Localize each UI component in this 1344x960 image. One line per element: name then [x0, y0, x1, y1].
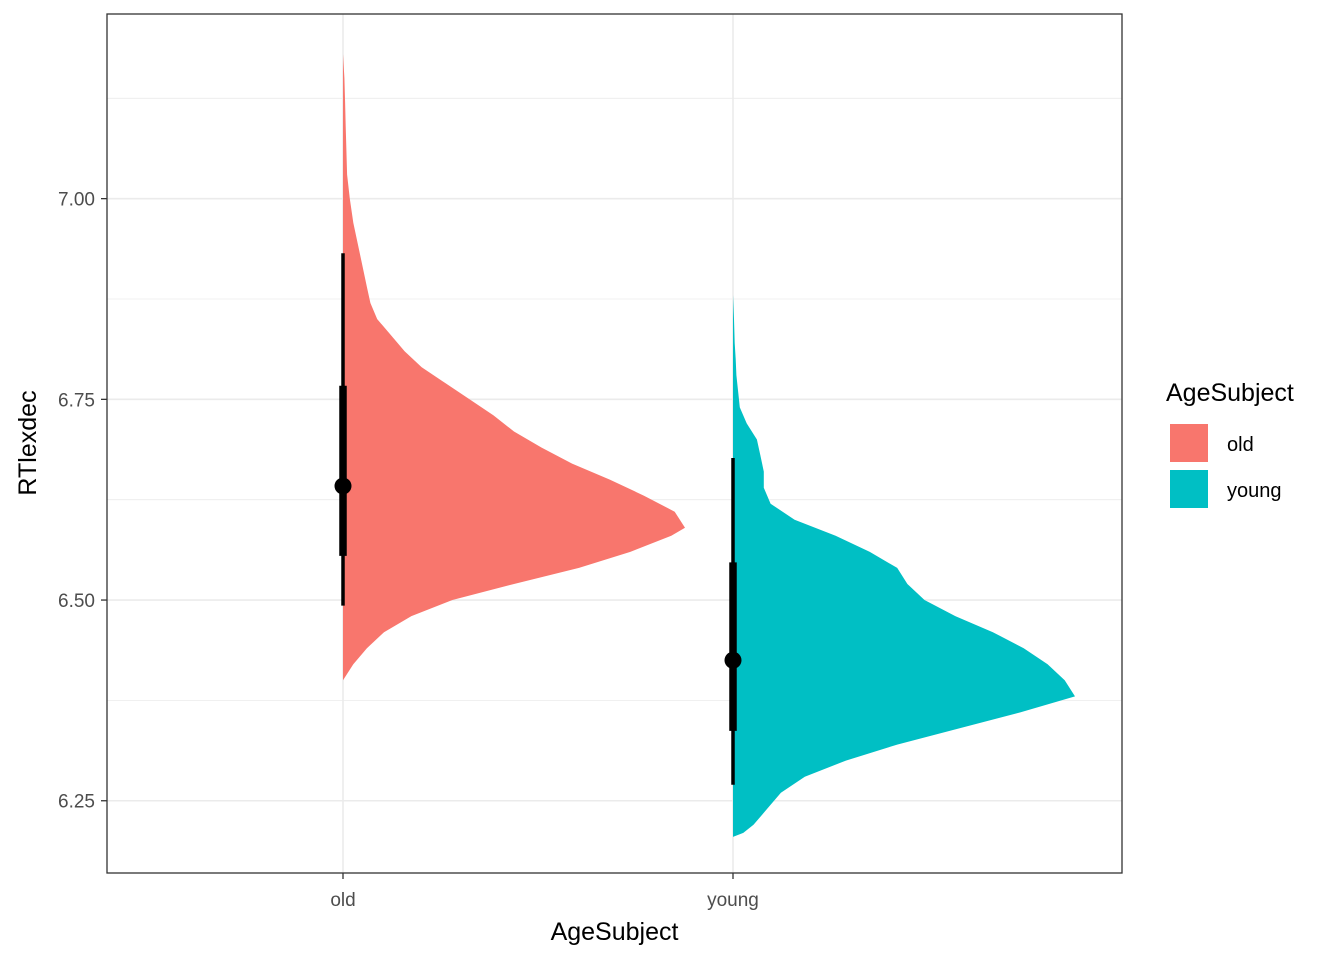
y-tick-label: 7.00	[58, 190, 95, 211]
y-tick-label: 6.75	[58, 390, 95, 411]
axis-layer: 6.25 6.50 6.75 7.00 old young	[58, 190, 759, 911]
x-tick-label: old	[330, 890, 355, 911]
legend-key-old	[1170, 424, 1208, 462]
median-point-old	[334, 477, 352, 495]
x-axis-title: AgeSubject	[551, 918, 679, 946]
legend-label-young: young	[1227, 480, 1282, 502]
y-tick-label: 6.25	[58, 792, 95, 813]
plot-background	[107, 14, 1122, 873]
median-point-young	[724, 651, 742, 669]
density-young	[733, 295, 1075, 837]
x-tick-label: young	[707, 890, 759, 911]
legend-label-old: old	[1227, 434, 1254, 456]
violin-layer	[343, 54, 1075, 837]
density-old	[343, 54, 685, 681]
legend-key-young	[1170, 470, 1208, 508]
y-tick-label: 6.50	[58, 591, 95, 612]
legend-title: AgeSubject	[1166, 379, 1294, 407]
plot-border	[106, 13, 1123, 874]
legend: AgeSubject old young	[1166, 379, 1294, 508]
interval-layer	[334, 253, 742, 785]
y-axis-title: RTlexdec	[14, 390, 42, 495]
